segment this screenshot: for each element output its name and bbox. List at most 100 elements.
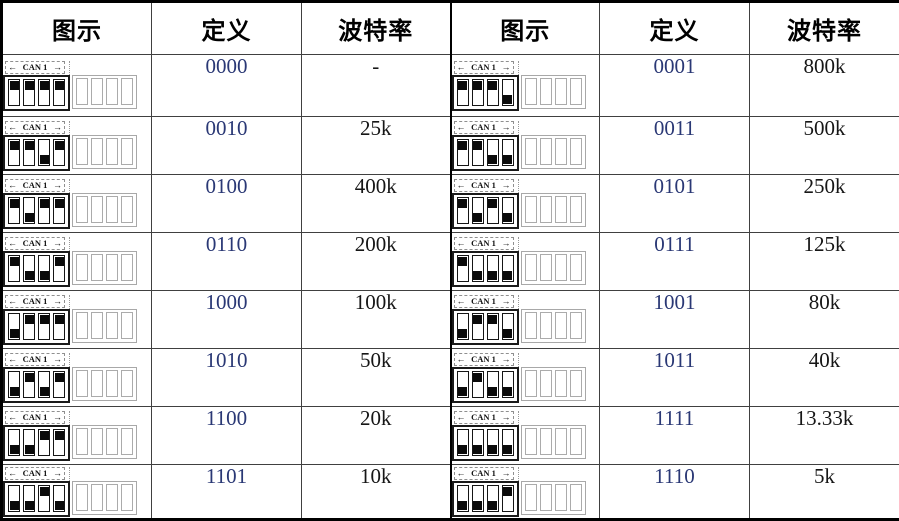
dip-switch-knob: [473, 445, 482, 454]
unused-switch-slot-2: [539, 138, 552, 165]
unused-switch-slot-3: [554, 196, 567, 223]
definition-value: 1100: [151, 406, 302, 465]
unused-switch-slot-4: [569, 254, 582, 281]
unused-switch-slot-2: [91, 312, 103, 339]
can1-label: ← CAN 1 →: [453, 236, 514, 250]
baud-rate-value: 100k: [301, 290, 451, 349]
unused-switch-slot-3: [554, 370, 567, 397]
can-label-text: CAN 1: [471, 237, 496, 248]
dip-switch-knob: [458, 387, 467, 396]
unused-switch-group: [72, 366, 137, 401]
dip-switch-knob: [9, 501, 19, 510]
left-arrow-icon: ←: [8, 237, 17, 248]
dip-switch-slot-1: [456, 255, 469, 282]
dip-switch-knob: [9, 81, 19, 90]
dip-switch-knob: [39, 199, 49, 208]
unused-switch-slot-2: [539, 196, 552, 223]
dip-switch-knob: [458, 501, 467, 510]
dip-switch-slot-3: [486, 79, 499, 106]
unused-switch-slot-3: [554, 138, 567, 165]
header-baud-rate-right: 波特率: [749, 1, 899, 55]
dip-switch-knob: [488, 271, 497, 280]
unused-switch-slot-3: [106, 254, 118, 281]
dip-switch-slot-1: [456, 371, 469, 398]
can-label-text: CAN 1: [22, 237, 48, 248]
unused-switch-slot-3: [554, 78, 567, 105]
unused-switch-slot-2: [539, 312, 552, 339]
dip-switch-slot-4: [501, 255, 514, 282]
dip-switch-knob: [503, 487, 512, 496]
unused-switch-slot-1: [76, 428, 88, 455]
dip-switch-knob: [473, 315, 482, 324]
can-label-text: CAN 1: [22, 411, 48, 422]
can1-switch-group: [3, 366, 70, 403]
baud-rate-value: 200k: [301, 232, 451, 291]
unused-switch-group: [72, 250, 137, 285]
unused-switch-slot-1: [76, 312, 88, 339]
unused-switch-slot-1: [524, 254, 537, 281]
can1-switch-group: [3, 134, 70, 171]
unused-switch-slot-4: [121, 254, 133, 281]
unused-switch-slot-4: [569, 370, 582, 397]
dip-switch-knob: [24, 141, 34, 150]
right-arrow-icon: →: [52, 411, 62, 422]
unused-switch-slot-4: [121, 428, 133, 455]
dip-switch-knob: [54, 257, 64, 266]
table-row: ← CAN 1 → 1000 100k ← CAN 1 → 1001 80k: [1, 290, 899, 349]
can-label-text: CAN 1: [471, 295, 496, 306]
diagram-cell: ← CAN 1 →: [449, 232, 600, 291]
can1-label: ← CAN 1 →: [453, 60, 514, 74]
dip-switch-knob: [9, 141, 19, 150]
baud-rate-value: 400k: [301, 174, 451, 233]
left-arrow-icon: ←: [456, 237, 466, 248]
dip-switch-slot-1: [456, 485, 469, 512]
dip-switch-knob: [9, 199, 19, 208]
unused-switch-group: [520, 424, 586, 459]
baud-rate-value: 40k: [749, 348, 899, 407]
unused-switch-slot-1: [524, 312, 537, 339]
dip-switch-slot-4: [501, 313, 514, 340]
diagram-cell: ← CAN 1 →: [449, 54, 600, 117]
can-label-text: CAN 1: [22, 121, 48, 132]
dip-switch-slot-2: [23, 197, 35, 224]
unused-switch-slot-2: [91, 196, 103, 223]
unused-switch-slot-3: [106, 428, 118, 455]
dip-switch-knob: [9, 387, 19, 396]
dip-diagram-1000: ← CAN 1 →: [3, 294, 137, 345]
dip-switch-slot-4: [501, 79, 514, 106]
definition-value: 1000: [151, 290, 302, 349]
left-arrow-icon: ←: [456, 121, 466, 132]
dip-switch-knob: [54, 141, 64, 150]
dip-switch-slot-4: [53, 139, 65, 166]
left-arrow-icon: ←: [8, 179, 17, 190]
dip-switch-slot-3: [38, 197, 50, 224]
can1-switch-group: [3, 480, 70, 517]
unused-switch-slot-3: [554, 484, 567, 511]
right-arrow-icon: →: [52, 467, 62, 478]
definition-value: 1101: [151, 464, 302, 520]
baud-rate-value: 500k: [749, 116, 899, 175]
dip-switch-knob: [488, 501, 497, 510]
right-arrow-icon: →: [501, 237, 511, 248]
dip-switch-knob: [473, 373, 482, 382]
dip-diagram-1101: ← CAN 1 →: [3, 466, 137, 517]
unused-switch-slot-1: [76, 370, 88, 397]
unused-switch-slot-2: [539, 370, 552, 397]
table-row: ← CAN 1 → 1101 10k ← CAN 1 → 1110 5k: [1, 464, 899, 520]
can1-switch-group: [452, 480, 519, 517]
dip-switch-slot-3: [486, 313, 499, 340]
dip-switch-slot-4: [53, 255, 65, 282]
dip-switch-slot-4: [53, 313, 65, 340]
unused-switch-slot-1: [76, 484, 88, 511]
dip-switch-knob: [54, 81, 64, 90]
unused-switch-slot-1: [524, 78, 537, 105]
dip-switch-knob: [54, 373, 64, 382]
dip-diagram-0000: ← CAN 1 →: [3, 60, 137, 111]
can1-switch-group: [3, 74, 70, 111]
dip-switch-slot-1: [8, 313, 20, 340]
dip-switch-slot-2: [471, 139, 484, 166]
unused-switch-slot-1: [76, 254, 88, 281]
dip-switch-knob: [9, 445, 19, 454]
unused-switch-slot-2: [539, 428, 552, 455]
left-arrow-icon: ←: [8, 61, 17, 72]
